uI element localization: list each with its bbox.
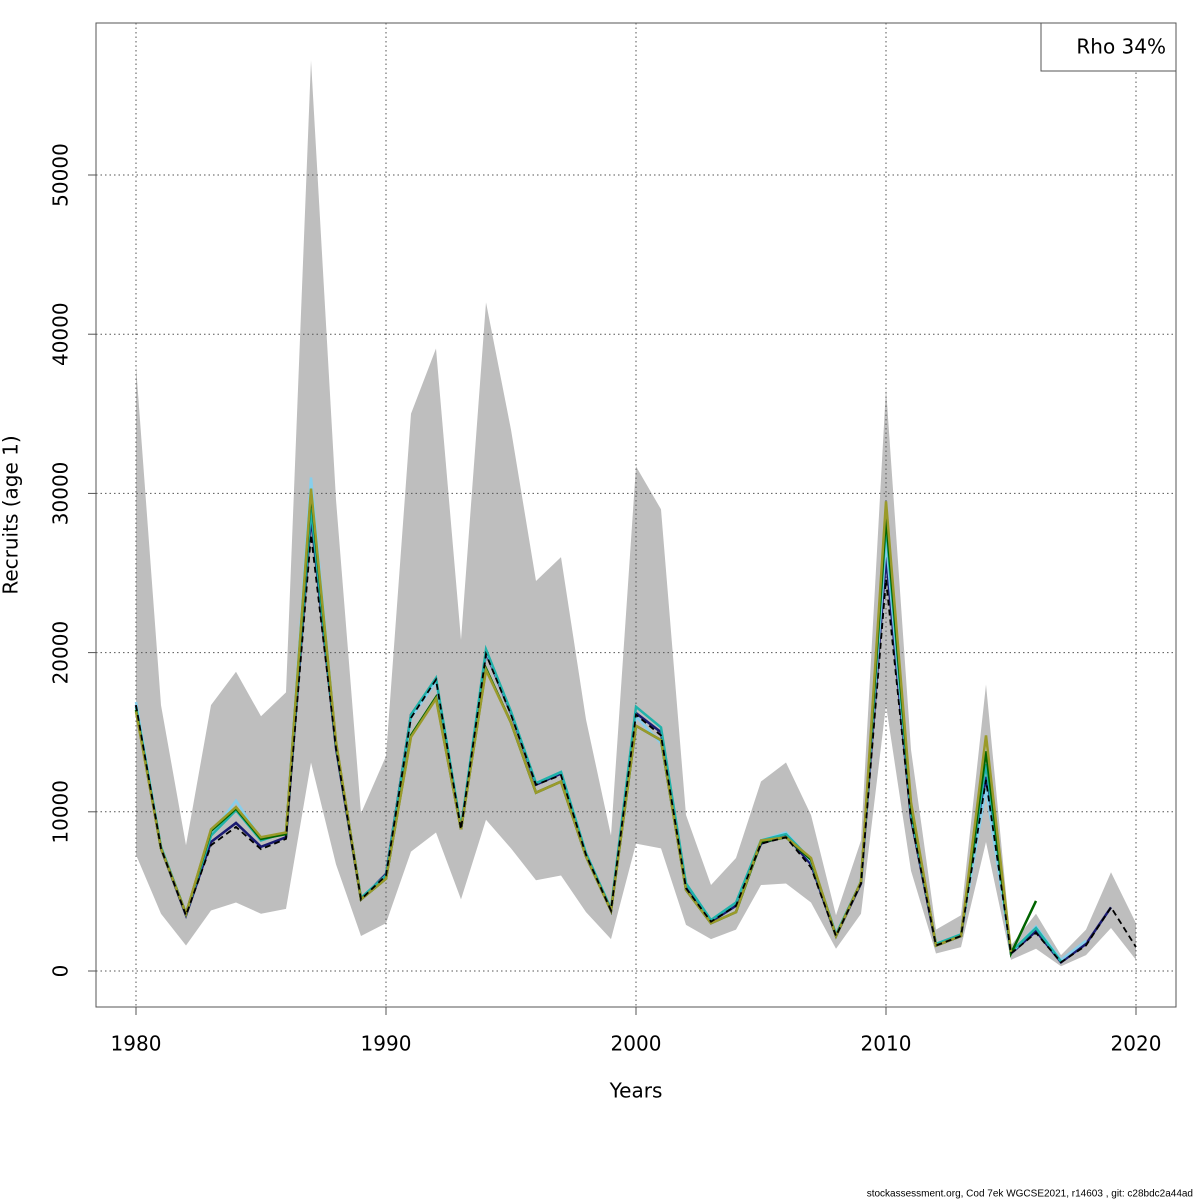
x-tick-label: 1980	[111, 1032, 162, 1056]
y-tick-label: 20000	[49, 621, 73, 685]
y-tick-label: 30000	[49, 462, 73, 526]
series-line	[135, 534, 1137, 964]
x-tick-label: 2000	[611, 1032, 662, 1056]
x-tick-label: 2010	[861, 1032, 912, 1056]
x-tick-label: 2020	[1111, 1032, 1162, 1056]
confidence-band	[136, 60, 1136, 967]
y-tick-label: 50000	[49, 143, 73, 207]
y-tick-label: 40000	[49, 302, 73, 366]
series-line	[134, 488, 1013, 953]
x-axis-label: Years	[609, 1079, 663, 1103]
x-tick-label: 1990	[361, 1032, 412, 1056]
y-tick-label: 0	[49, 965, 73, 978]
footer: stockassessment.org, Cod 7ek WGCSE2021, …	[867, 1189, 1193, 1200]
y-tick-label: 10000	[49, 780, 73, 844]
legend-text: Rho 34%	[1076, 35, 1166, 59]
y-axis-label: Recruits (age 1)	[0, 435, 23, 594]
legend-box	[1040, 22, 1177, 72]
